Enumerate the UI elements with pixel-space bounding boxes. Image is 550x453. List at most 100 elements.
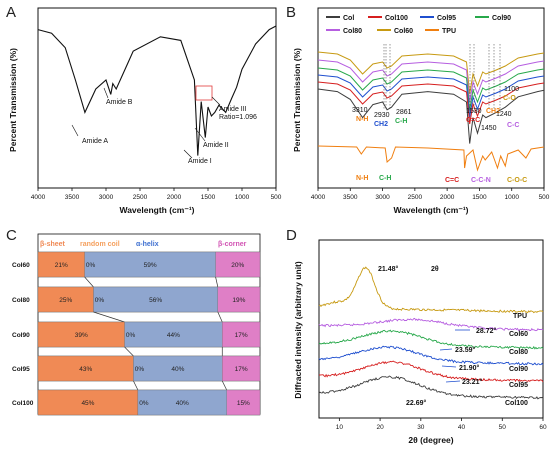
d-label-col95: Col95 [509,382,528,389]
panel-d: D Diffracted intensity (arbitrary unit) … [286,227,547,445]
panel-b-line-col100 [317,81,545,125]
panel-d-line-col80 [318,329,544,350]
panel-a-tick-label: 2500 [133,194,148,201]
panel-c: C β-sheet random coil α-helix β-corner C… [6,227,261,416]
b-ann-cc-tpu: C=C [445,177,459,184]
c-label-coil: 0% [126,332,136,339]
panel-d-letter: D [286,227,297,244]
c-label-corner: 20% [231,262,244,269]
d-label-col60: Col60 [509,331,528,338]
c-label-helix: 44% [167,332,180,339]
panel-d-xticks: 10 20 30 40 50 60 [336,418,547,431]
panel-b-frame [317,7,545,189]
c-connector [221,380,228,391]
panel-b-legend: Col Col100 Col95 Col90 Col80 Col60 TPU [326,15,511,35]
c-label-helix: 56% [149,297,162,304]
panel-d-tick-label: 60 [539,424,547,431]
panel-b-tick-label: 4000 [311,194,326,201]
d-label-col80: Col80 [509,349,528,356]
panel-a-amide-i: Amide I [188,158,212,165]
panel-b-tick-label: 500 [539,194,550,201]
panel-d-tick-label: 50 [499,424,507,431]
b-ann-2930: 2930 [374,112,390,119]
panel-d-line-col90 [318,345,544,366]
panel-a-amide-iii-box [195,85,213,101]
c-seg-sheet [37,286,94,313]
panel-b-line-col80 [317,59,545,103]
panel-c-bars: Col60 21% 0% 59% 20% Col80 25% 0% 56% 19% Col90 39%… [12,251,261,416]
panel-d-patterns [318,266,544,400]
panel-a-amide-iii: Amide III [219,106,247,113]
c-label-corner: 17% [235,366,248,373]
panel-a-tick-label: 1500 [201,194,216,201]
b-ann-1240: 1240 [496,111,512,118]
panel-b-line-col [317,88,545,144]
d-peak-tpu: 21.48° [378,265,399,273]
panel-b-ylabel: Percent Transmission (%) [292,48,302,152]
c-head-coil: random coil [80,241,120,248]
c-seg-helix [84,251,216,278]
panel-b-tick-label: 3000 [375,194,390,201]
legend-col80: Col80 [343,28,362,35]
c-row-label: Col60 [12,262,30,269]
c-seg-sheet [37,251,85,278]
c-connector [93,311,125,323]
c-connector [215,276,219,288]
panel-d-line-tpu [318,266,544,314]
c-seg-corner [215,251,261,278]
panel-b-tick-label: 2500 [408,194,423,201]
panel-a-tick-label: 2000 [167,194,182,201]
panel-d-xlabel: 2θ (degree) [408,435,453,445]
d-arrow [441,365,457,368]
panel-b-spectra [317,51,545,172]
b-ann-ch-tpu: C-H [379,175,391,182]
d-label-tpu: TPU [513,313,527,320]
c-head-sheet: β-sheet [40,241,66,248]
c-seg-sheet [37,321,125,348]
panel-a-xticks: 4000 3500 3000 2500 2000 1500 1000 500 [31,188,282,201]
legend-col100: Col100 [385,15,408,22]
panel-d-frame [318,239,544,419]
panel-a-amide-b: Amide B [106,99,133,106]
panel-a-spectrum [37,25,277,156]
c-row-label: Col95 [12,366,30,373]
panel-a-xlabel: Wavelength (cm⁻¹) [119,205,194,215]
panel-b-line-col90 [317,67,545,111]
b-ann-nh: N-H [356,116,368,123]
legend-col95: Col95 [437,15,456,22]
panel-d-ylabel: Diffracted intensity (arbitrary unit) [293,261,303,399]
c-label-sheet: 39% [75,332,88,339]
c-connector [124,346,134,357]
legend-col: Col [343,15,354,22]
panel-a-ratio: Ratio=1.096 [219,114,257,121]
panel-d-line-col60 [318,317,544,332]
c-head-corner: β-corner [218,241,247,248]
c-seg-helix [124,321,223,348]
panel-b: B Percent Transmission (%) Wavelength (c… [286,4,550,215]
panel-a-tick-label: 500 [271,194,282,201]
panel-b-tick-label: 1000 [504,194,519,201]
c-seg-corner [222,321,261,348]
c-label-sheet: 21% [55,262,68,269]
panel-a: A Percent Transmission (%) Wavelength (c… [6,4,282,215]
b-ann-ch: C-H [395,118,407,125]
panel-c-letter: C [6,227,17,244]
panel-d-tick-label: 20 [376,424,384,431]
c-label-helix: 40% [176,400,189,407]
c-label-corner: 17% [235,332,248,339]
c-seg-helix [133,355,223,382]
b-ann-ch2-b: CH2 [486,108,500,115]
panel-a-tick-label: 3000 [99,194,114,201]
panel-b-line-col95 [317,74,545,118]
c-seg-sheet [37,389,139,416]
panel-b-xlabel: Wavelength (cm⁻¹) [393,205,468,215]
legend-col90: Col90 [492,15,511,22]
panel-d-line-col100 [318,375,544,400]
c-seg-helix [93,286,218,313]
c-label-coil: 0% [135,366,145,373]
c-label-corner: 15% [237,400,250,407]
panel-a-amide-ii: Amide II [203,142,229,149]
d-arrow [439,348,453,351]
panel-a-tick-label: 1000 [235,194,250,201]
